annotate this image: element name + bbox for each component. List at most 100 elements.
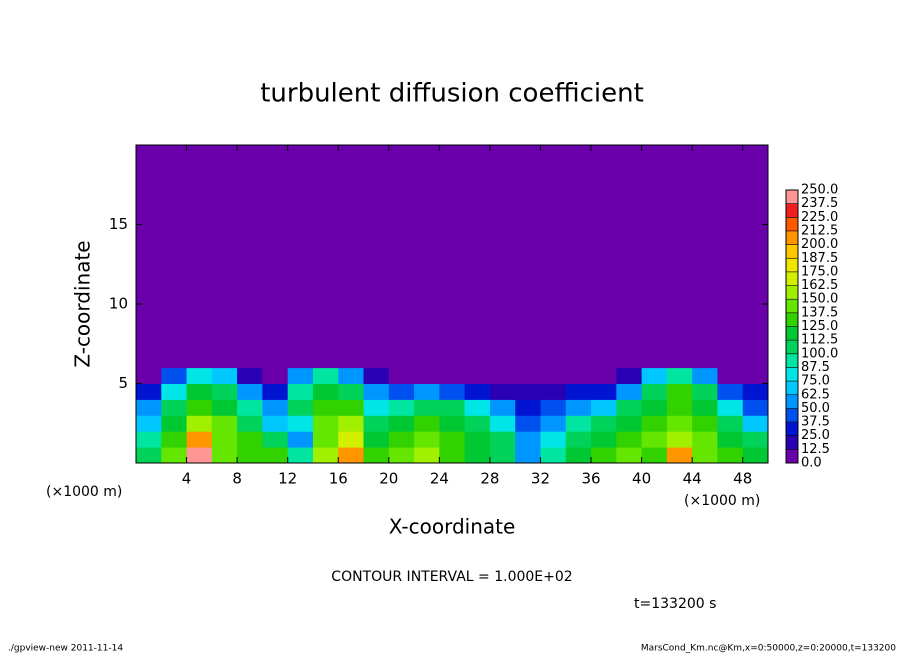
heat-cell	[515, 399, 541, 416]
x-tick-label: 48	[733, 470, 752, 488]
heat-cell	[641, 399, 668, 416]
colorbar-band	[786, 340, 798, 355]
heat-cell	[666, 399, 693, 416]
heat-cell	[692, 447, 718, 464]
colorbar-label: 112.5	[801, 333, 838, 348]
y-tick-label: 10	[109, 295, 128, 313]
heat-cell	[161, 415, 188, 432]
heat-cell	[692, 383, 718, 400]
heat-cell	[616, 431, 643, 448]
heat-cell	[388, 431, 415, 448]
colorbar-band	[786, 203, 798, 218]
x-axis-label: X-coordinate	[389, 515, 516, 539]
y-axis-label: Z-coordinate	[71, 240, 95, 367]
colorbar-label: 25.0	[801, 428, 830, 443]
heat-cell	[464, 383, 491, 400]
heat-cell	[692, 431, 718, 448]
heat-cell	[591, 367, 617, 384]
heat-cell	[540, 367, 567, 384]
heat-cell	[161, 447, 188, 464]
heat-cell	[515, 447, 541, 464]
heat-cell	[591, 415, 617, 432]
heat-cell	[692, 399, 718, 416]
heat-cell	[161, 145, 188, 369]
colorbar-label: 37.5	[801, 415, 830, 430]
heat-cell	[540, 383, 567, 400]
heat-cell	[287, 399, 314, 416]
colorbar-label: 237.5	[801, 196, 838, 211]
heat-cell	[489, 447, 516, 464]
heat-cell	[237, 399, 263, 416]
heat-cell	[540, 145, 567, 369]
heat-cell	[287, 431, 314, 448]
heat-cell	[641, 367, 668, 384]
colorbar-label: 200.0	[801, 237, 838, 252]
colorbar-label: 75.0	[801, 374, 830, 389]
x-tick-label: 20	[379, 470, 398, 488]
heat-cell	[666, 431, 693, 448]
heat-cell	[439, 145, 466, 369]
colorbar-label: 100.0	[801, 346, 838, 361]
colorbar-label: 150.0	[801, 292, 838, 307]
heat-cell	[211, 383, 238, 400]
heat-cell	[591, 399, 617, 416]
heat-cell	[312, 447, 339, 464]
colorbar-label: 250.0	[801, 183, 838, 198]
heat-cell	[287, 447, 314, 464]
heat-cell	[136, 145, 162, 369]
heat-cell	[136, 415, 162, 432]
heat-cell	[666, 383, 693, 400]
heat-cell	[262, 447, 289, 464]
heat-cell	[515, 415, 541, 432]
heat-cell	[742, 383, 769, 400]
heat-cell	[666, 447, 693, 464]
heat-cell	[186, 431, 213, 448]
heat-cell	[287, 415, 314, 432]
heat-cell	[338, 431, 365, 448]
heat-cell	[515, 431, 541, 448]
heat-cell	[464, 447, 491, 464]
heat-cell	[742, 367, 769, 384]
heat-cell	[565, 415, 592, 432]
heat-cell	[186, 383, 213, 400]
colorbar-label: 62.5	[801, 387, 830, 402]
colorbar-band	[786, 381, 798, 396]
heat-cell	[692, 145, 718, 369]
heat-cell	[211, 415, 238, 432]
colorbar-label: 187.5	[801, 251, 838, 266]
colorbar-label: 175.0	[801, 264, 838, 279]
heat-cell	[363, 415, 390, 432]
heat-cell	[489, 399, 516, 416]
heat-cell	[591, 145, 617, 369]
colorbar-band	[786, 285, 798, 300]
heat-cell	[616, 145, 643, 369]
colorbar-band	[786, 230, 798, 245]
heat-cell	[439, 399, 466, 416]
heat-cell	[287, 145, 314, 369]
heat-cell	[540, 447, 567, 464]
heat-cell	[211, 447, 238, 464]
colorbar-band	[786, 449, 798, 464]
x-tick-label: 24	[430, 470, 449, 488]
y-unit: (×1000 m)	[684, 493, 760, 509]
heat-cell	[742, 431, 769, 448]
heat-cell	[717, 399, 744, 416]
heat-cell	[515, 145, 541, 369]
heat-cell	[161, 431, 188, 448]
heat-cell	[414, 415, 440, 432]
heat-cell	[287, 367, 314, 384]
heat-cell	[237, 447, 263, 464]
heat-cell	[262, 431, 289, 448]
heat-cell	[717, 145, 744, 369]
heat-cell	[161, 399, 188, 416]
x-tick-label: 36	[581, 470, 600, 488]
heat-cell	[439, 431, 466, 448]
heat-cell	[439, 447, 466, 464]
heat-cell	[161, 383, 188, 400]
colorbar-band	[786, 299, 798, 314]
heat-cell	[464, 415, 491, 432]
heat-cell	[616, 383, 643, 400]
heat-cell	[692, 415, 718, 432]
heat-cell	[717, 415, 744, 432]
heat-cell	[262, 415, 289, 432]
